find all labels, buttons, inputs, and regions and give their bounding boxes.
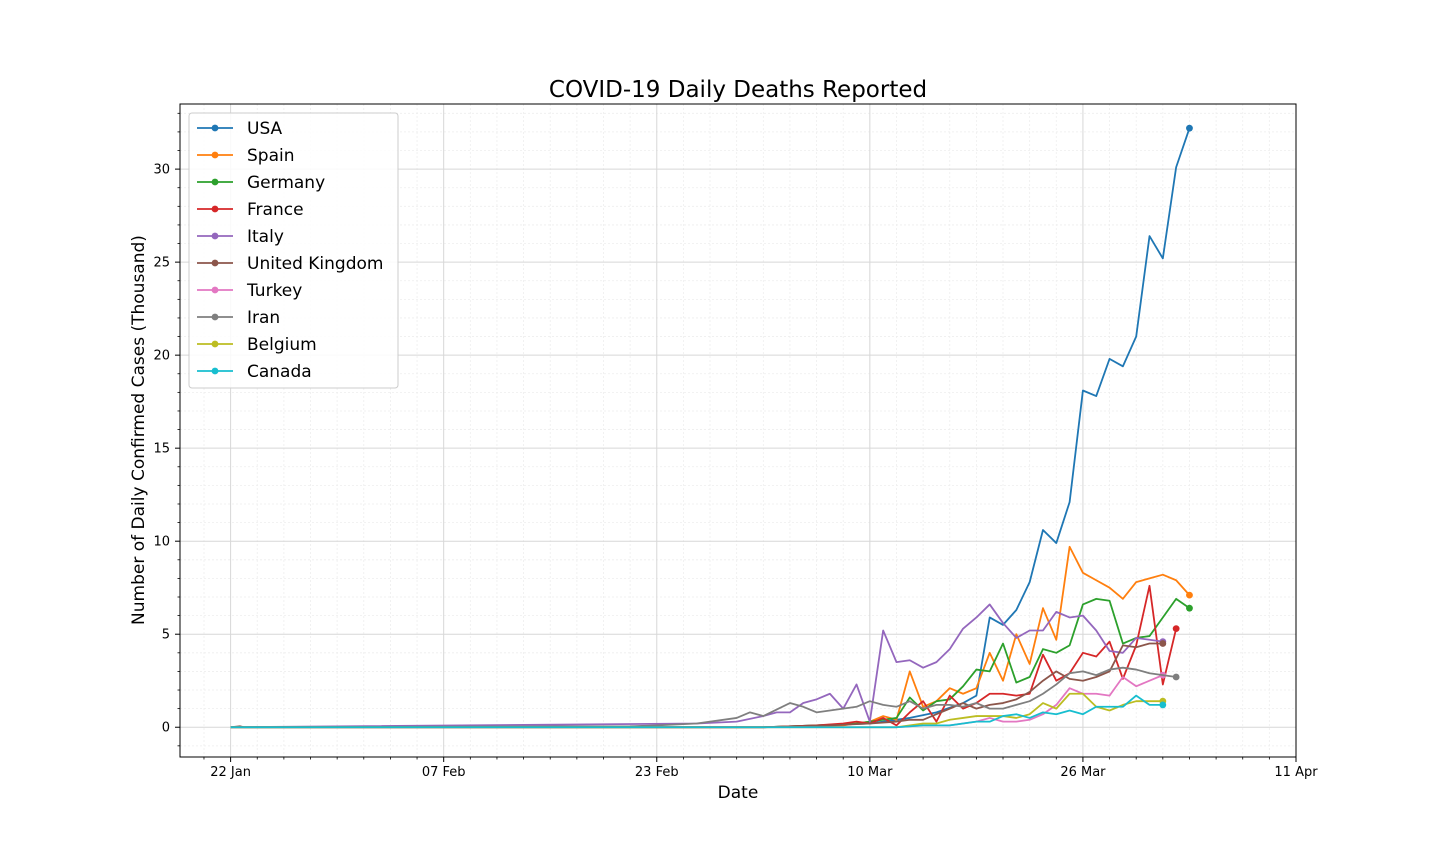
legend-marker-2 (211, 178, 219, 186)
series-end-marker-2 (1186, 604, 1193, 612)
legend-label-9: Canada (247, 362, 312, 382)
legend-label-4: Italy (247, 227, 284, 247)
legend-label-0: USA (247, 119, 283, 139)
legend-label-7: Iran (247, 308, 280, 328)
legend-marker-6 (211, 286, 219, 294)
x-tick-label: 11 Apr (1274, 765, 1318, 780)
y-tick-label: 15 (153, 442, 170, 457)
series-line-5 (230, 642, 1163, 729)
y-tick-label: 5 (162, 628, 170, 643)
legend-label-3: France (247, 200, 304, 220)
series-line-9 (230, 694, 1163, 729)
y-tick-label: 20 (153, 349, 170, 364)
y-tick-label: 0 (162, 721, 170, 736)
series-line-4 (230, 603, 1163, 729)
x-tick-label: 10 Mar (847, 765, 893, 780)
legend-label-2: Germany (247, 173, 325, 193)
legend-label-8: Belgium (247, 335, 317, 355)
y-tick-label: 25 (153, 256, 170, 271)
legend-marker-4 (211, 232, 219, 240)
chart-title: COVID-19 Daily Deaths Reported (549, 77, 927, 103)
x-tick-label: 07 Feb (422, 765, 466, 780)
x-axis-title: Date (718, 783, 759, 803)
series-end-marker-0 (1186, 124, 1193, 132)
legend-marker-8 (211, 340, 219, 348)
x-tick-label: 26 Mar (1060, 765, 1106, 780)
series-line-2 (230, 597, 1190, 729)
legend-box (188, 112, 399, 389)
legend-marker-5 (211, 259, 219, 267)
series-end-marker-1 (1186, 591, 1193, 599)
x-tick-label: 23 Feb (635, 765, 679, 780)
legend-marker-7 (211, 313, 219, 321)
y-axis-title: Number of Daily Confirmed Cases (Thousan… (129, 235, 149, 625)
y-tick-label: 10 (153, 535, 170, 550)
legend-marker-9 (211, 367, 219, 375)
legend-label-5: United Kingdom (247, 254, 383, 274)
legend-marker-1 (211, 151, 219, 159)
legend: USA Spain Germany France Italy United Kingdom… (188, 112, 399, 389)
series-end-marker-3 (1172, 625, 1180, 633)
series-end-marker-9 (1159, 701, 1167, 709)
legend-label-1: Spain (247, 146, 295, 166)
axes-frame (179, 103, 1297, 758)
legend-marker-0 (211, 124, 219, 132)
legend-marker-3 (211, 205, 219, 213)
series-line-1 (230, 545, 1191, 729)
series-end-marker-5 (1159, 640, 1167, 647)
series-line-7 (230, 666, 1177, 729)
y-tick-label: 30 (153, 163, 170, 178)
x-tick-label: 22 Jan (210, 765, 251, 780)
legend-label-6: Turkey (246, 281, 302, 301)
series-end-marker-7 (1172, 673, 1180, 681)
